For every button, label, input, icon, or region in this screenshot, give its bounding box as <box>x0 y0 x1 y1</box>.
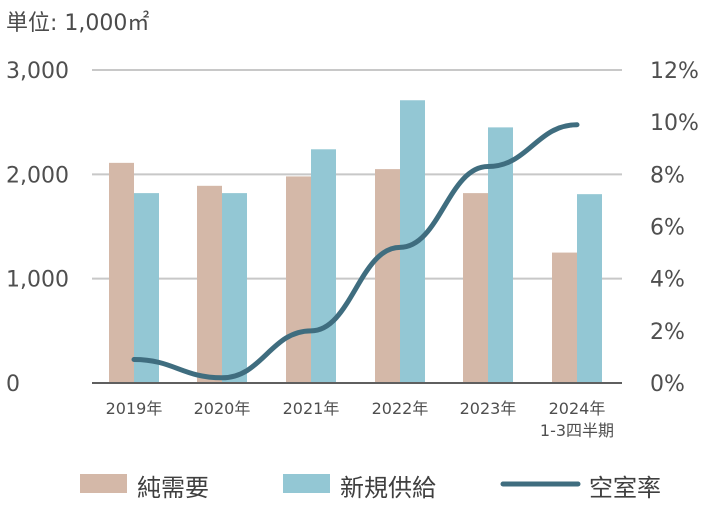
right-axis-tick-label: 0% <box>650 372 685 397</box>
x-tick-label: 2022年 <box>372 399 429 418</box>
x-tick-label-line: 2024年 <box>549 399 606 418</box>
right-axis-tick-label: 12% <box>650 59 699 84</box>
right-axis-tick-label: 2% <box>650 320 685 345</box>
unit-label: 単位: 1,000㎡ <box>6 5 149 37</box>
x-tick-label: 2024年 1-3四半期 <box>540 399 614 440</box>
left-axis-tick-label: 3,000 <box>6 59 69 84</box>
legend-label-vacancy-rate: 空室率 <box>589 474 661 502</box>
x-tick-label-line: 1-3四半期 <box>540 421 614 440</box>
left-axis-tick-label: 1,000 <box>6 268 69 293</box>
legend-swatch-net-demand <box>80 474 127 493</box>
legend-label-new-supply: 新規供給 <box>340 474 436 502</box>
x-tick-label-line: 2019年 <box>106 399 163 418</box>
left-axis-tick-label: 2,000 <box>6 163 69 188</box>
right-axis-tick-label: 8% <box>650 163 685 188</box>
bar-net-demand <box>109 163 134 383</box>
bar-net-demand <box>375 169 400 383</box>
x-tick-label-line: 2022年 <box>372 399 429 418</box>
x-tick-label-line: 2021年 <box>283 399 340 418</box>
legend-swatch-new-supply <box>283 474 330 493</box>
left-axis-tick-label: 0 <box>6 372 20 397</box>
right-axis-tick-label: 6% <box>650 216 685 241</box>
bar-net-demand <box>552 253 577 383</box>
right-axis-tick-label: 10% <box>650 111 699 136</box>
x-tick-label: 2023年 <box>460 399 517 418</box>
bar-net-demand <box>463 193 488 383</box>
bar-new-supply <box>311 149 336 383</box>
x-tick-label-line: 2023年 <box>460 399 517 418</box>
bar-net-demand <box>286 176 311 383</box>
legend-label-net-demand: 純需要 <box>137 474 209 502</box>
bar-new-supply <box>577 194 602 383</box>
bar-new-supply <box>222 193 247 383</box>
x-tick-label: 2021年 <box>283 399 340 418</box>
bar-new-supply <box>134 193 159 383</box>
x-tick-label: 2020年 <box>194 399 251 418</box>
x-tick-label-line: 2020年 <box>194 399 251 418</box>
right-axis-tick-label: 4% <box>650 268 685 293</box>
bar-net-demand <box>197 186 222 383</box>
x-tick-label: 2019年 <box>106 399 163 418</box>
